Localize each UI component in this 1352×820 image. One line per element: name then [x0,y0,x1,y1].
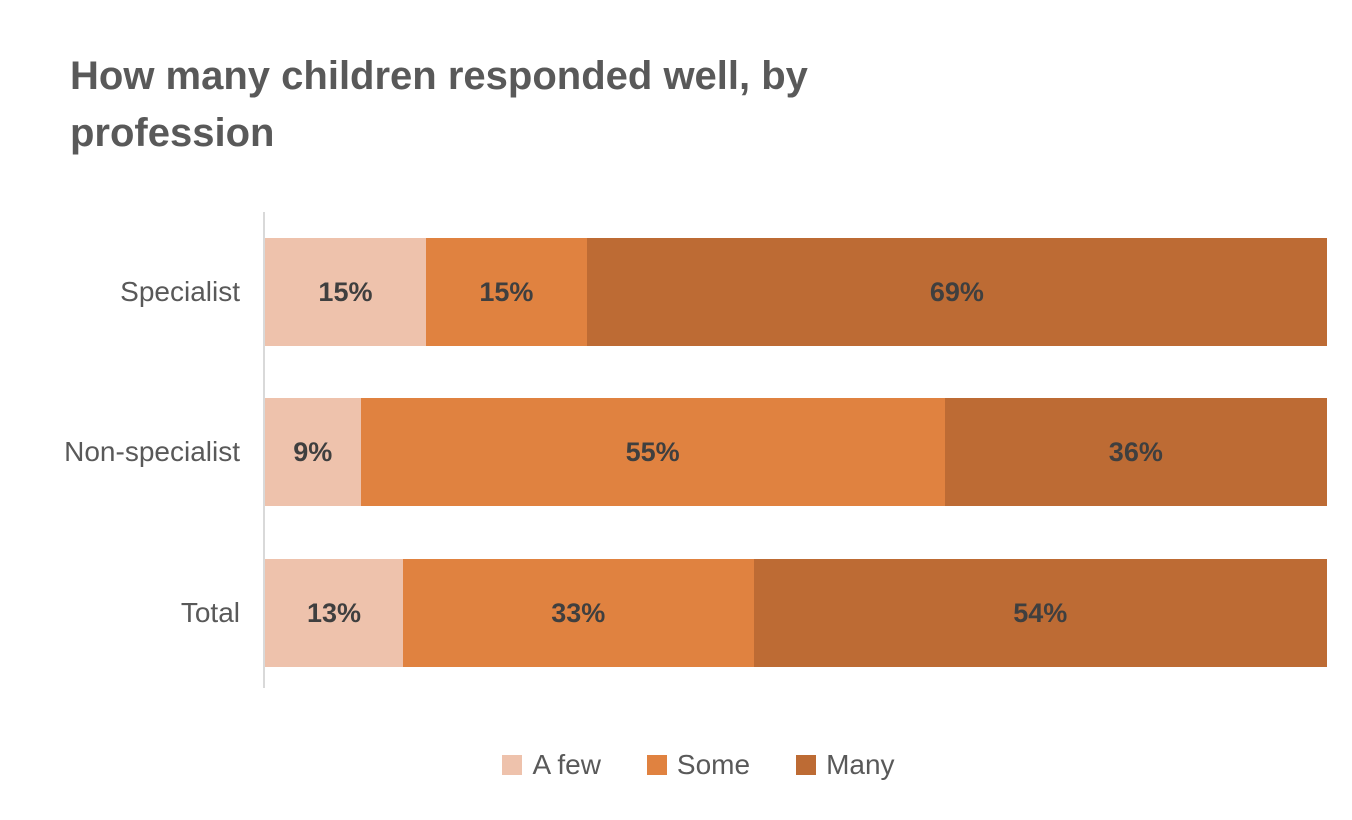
bar-segment-some: 55% [360,398,945,506]
bar-value-label: 15% [479,276,534,307]
bar-value-label: 33% [551,597,606,628]
bar-value-label: 15% [318,276,373,307]
bar-segment-many: 36% [944,398,1327,506]
legend-label: Some [676,749,751,780]
legend-item-many: Many [796,749,895,781]
legend-label: A few [532,749,601,780]
bar-value-label: 54% [1013,597,1068,628]
legend-item-a-few: A few [502,749,601,781]
bar-value-label: 13% [307,597,362,628]
bar-segment-many: 69% [586,238,1327,346]
chart-title: How many children responded well, by pro… [70,54,808,155]
y-axis-line [263,212,265,688]
bar-row-specialist: 15% 15% 69% [265,238,1327,346]
bar-row-total: 13% 33% 54% [265,559,1327,667]
legend-swatch-a-few [502,755,523,775]
legend: A few Some Many [70,742,1327,788]
legend-label: Many [826,749,895,780]
plot-area: 15% 15% 69% 9% 55% 36% 13% 33% 54% [263,212,1327,688]
bar-value-label: 36% [1108,436,1163,467]
bar-value-label: 9% [293,436,333,467]
category-label-total: Total [180,597,240,628]
legend-item-some: Some [646,749,751,781]
bar-segment-a-few: 9% [265,398,361,506]
bar-value-label: 55% [625,436,680,467]
bar-segment-many: 54% [753,559,1327,667]
bar-value-label: 69% [929,276,984,307]
bar-segment-a-few: 15% [265,238,426,346]
bar-segment-a-few: 13% [265,559,404,667]
category-label-non-specialist: Non-specialist [64,436,240,467]
bar-segment-some: 15% [425,238,587,346]
category-label-specialist: Specialist [120,276,240,307]
bar-segment-some: 33% [403,559,754,667]
legend-swatch-some [646,755,667,775]
bar-row-non-specialist: 9% 55% 36% [265,398,1327,506]
legend-swatch-many [796,755,817,775]
